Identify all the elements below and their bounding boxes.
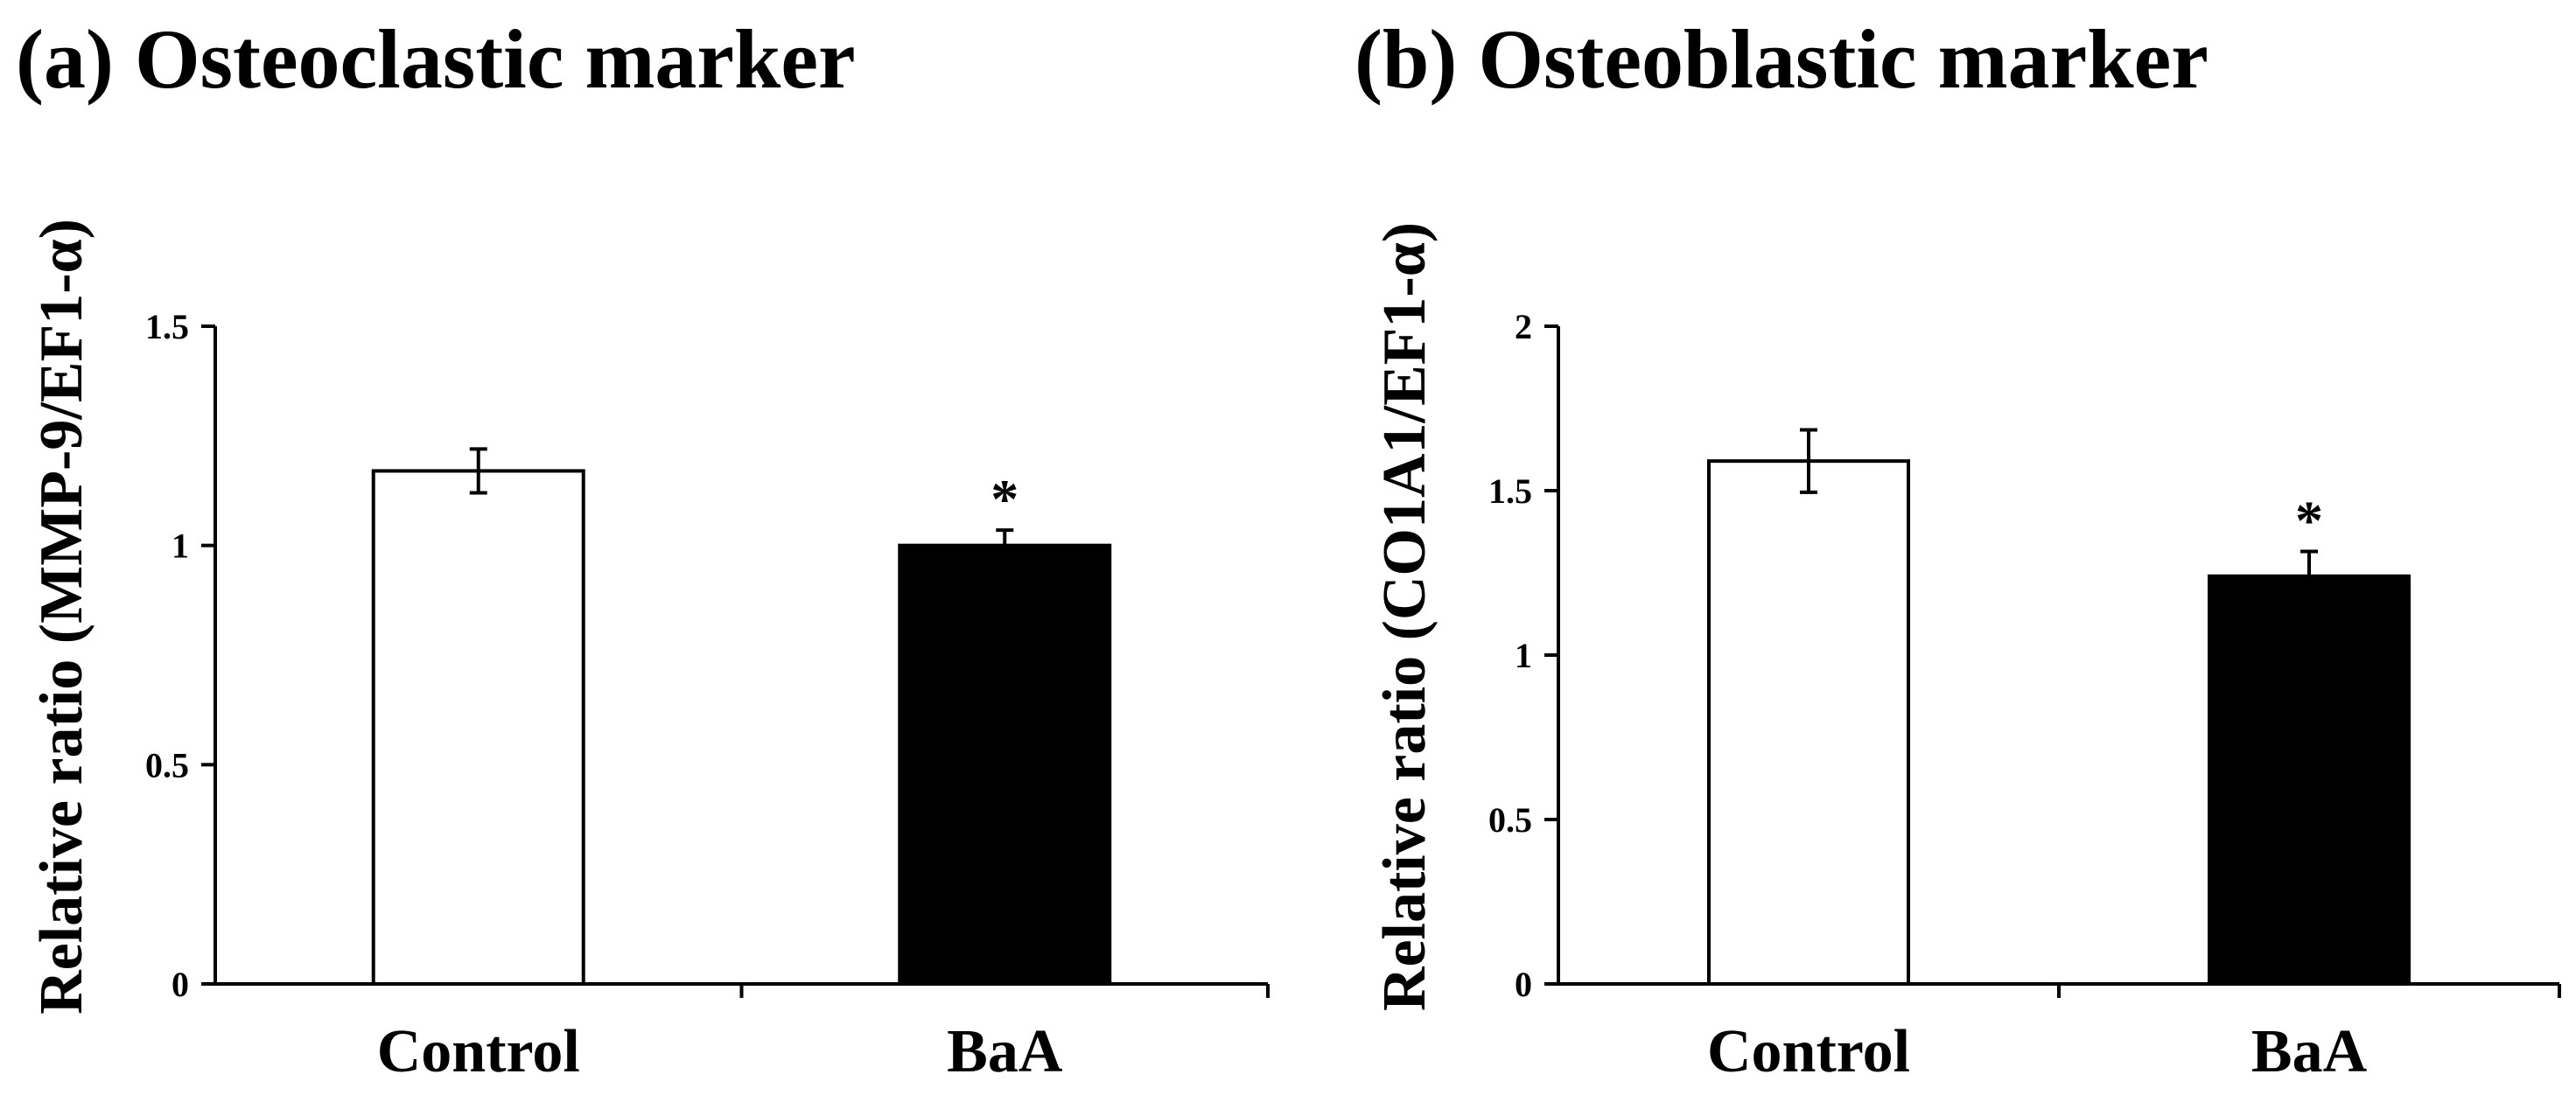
chart-title-b: (b) Osteoblastic marker <box>1354 12 2208 106</box>
bars-a: * <box>371 447 1270 998</box>
category-label-baa: BaA <box>2251 1018 2368 1085</box>
bar-control-b <box>1707 459 1910 986</box>
y-ticks-a: 0 0.5 1 1.5 <box>145 307 215 1004</box>
chart-panel-a: (a) Osteoclastic marker Relative ratio (… <box>16 12 1270 1085</box>
category-label-control: Control <box>1707 1018 1910 1085</box>
chart-panel-b: (b) Osteoblastic marker Relative ratio (… <box>1354 12 2561 1085</box>
category-label-control: Control <box>377 1018 580 1085</box>
chart-title-a: (a) Osteoclastic marker <box>16 12 856 106</box>
bar-control-a <box>371 469 585 986</box>
significance-marker: * <box>990 468 1018 530</box>
y-tick-label: 0.5 <box>145 745 189 785</box>
y-tick-label: 0 <box>1515 965 1532 1004</box>
category-label-baa: BaA <box>947 1018 1063 1085</box>
y-tick-label: 1.5 <box>1488 471 1532 511</box>
significance-marker: * <box>2295 490 2323 552</box>
y-tick-label: 0.5 <box>1488 800 1532 840</box>
y-tick-label: 1 <box>172 527 189 566</box>
category-labels-a: Control BaA <box>377 1018 1063 1085</box>
y-tick-label: 2 <box>1515 307 1532 346</box>
category-labels-b: Control BaA <box>1707 1018 2368 1085</box>
y-tick-label: 1 <box>1515 636 1532 675</box>
y-ticks-b: 0 0.5 1 1.5 2 <box>1488 307 1558 1004</box>
y-axis-label-a: Relative ratio (MMP-9/EF1-α) <box>28 219 95 1015</box>
bar-baa-a <box>898 543 1112 987</box>
bar-baa-b <box>2208 574 2411 986</box>
y-tick-label: 1.5 <box>145 307 189 346</box>
y-tick-label: 0 <box>172 965 189 1004</box>
y-axis-label-b: Relative ratio (CO1A1/EF1-α) <box>1371 222 1438 1011</box>
bars-b: * <box>1707 428 2561 998</box>
